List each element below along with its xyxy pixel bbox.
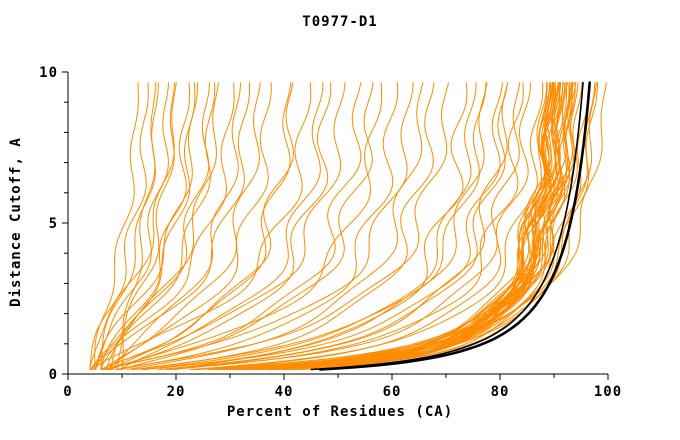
model-curve — [109, 82, 332, 370]
model-curve — [239, 82, 607, 370]
model-curve — [107, 82, 261, 370]
model-curve — [158, 82, 521, 370]
x-tick-label: 0 — [63, 384, 72, 400]
model-curve — [126, 82, 424, 370]
x-tick-label: 40 — [275, 384, 294, 400]
model-curve — [120, 82, 324, 370]
model-curve — [103, 82, 272, 370]
reference-curve — [310, 81, 584, 371]
model-curve — [100, 82, 219, 370]
model-curve — [173, 82, 509, 370]
model-curve — [170, 82, 488, 370]
model-curve — [110, 82, 292, 370]
model-curve — [108, 82, 383, 370]
model-curve — [95, 82, 169, 370]
chart-title: T0977-D1 — [302, 14, 378, 30]
model-curve — [158, 82, 508, 370]
x-axis-label: Percent of Residues (CA) — [226, 404, 454, 420]
model-curve — [267, 82, 576, 370]
model-curve — [166, 82, 524, 370]
model-curve — [116, 82, 176, 370]
model-curve — [100, 82, 294, 370]
x-tick-label: 80 — [491, 384, 510, 400]
model-curve — [100, 82, 191, 370]
model-curve — [225, 82, 579, 370]
model-curve — [90, 82, 251, 370]
model-curve — [256, 82, 548, 370]
model-curve — [95, 82, 199, 370]
model-curve — [286, 82, 552, 370]
model-curve — [102, 82, 414, 370]
model-curve — [106, 82, 216, 370]
model-curve — [143, 82, 468, 370]
model-curve — [141, 82, 503, 370]
model-curve — [219, 82, 598, 370]
model-curve — [208, 82, 571, 370]
model-curve — [195, 82, 566, 370]
reference-curve — [318, 81, 591, 371]
model-curve — [274, 82, 572, 370]
model-curve — [135, 82, 435, 370]
model-curve — [270, 82, 561, 370]
model-curve — [94, 82, 139, 370]
model-curve — [114, 82, 449, 370]
model-curve — [89, 82, 177, 370]
model-curve — [291, 82, 583, 370]
model-curve — [100, 82, 159, 370]
model-curve — [193, 82, 531, 370]
model-curve — [237, 82, 550, 370]
x-tick-label: 100 — [594, 384, 622, 400]
model-curve — [100, 82, 346, 370]
model-curve — [92, 82, 312, 370]
y-tick-label: 10 — [39, 65, 58, 81]
model-curve — [189, 82, 544, 370]
model-curve — [95, 82, 235, 370]
x-tick-label: 20 — [167, 384, 186, 400]
model-curve — [228, 82, 556, 370]
axes-frame — [67, 72, 608, 375]
model-curve — [224, 82, 556, 370]
y-tick-label: 5 — [49, 216, 58, 232]
model-curve — [112, 82, 241, 370]
model-curve — [120, 82, 374, 370]
y-tick-label: 0 — [49, 367, 58, 383]
model-curve — [103, 82, 362, 370]
model-curve — [117, 82, 399, 370]
x-tick-label: 60 — [383, 384, 402, 400]
model-curve — [237, 82, 591, 370]
model-curve — [110, 82, 196, 370]
model-curve — [121, 82, 156, 370]
model-curve — [220, 82, 574, 370]
model-curve — [144, 82, 477, 370]
model-curve — [281, 82, 564, 370]
